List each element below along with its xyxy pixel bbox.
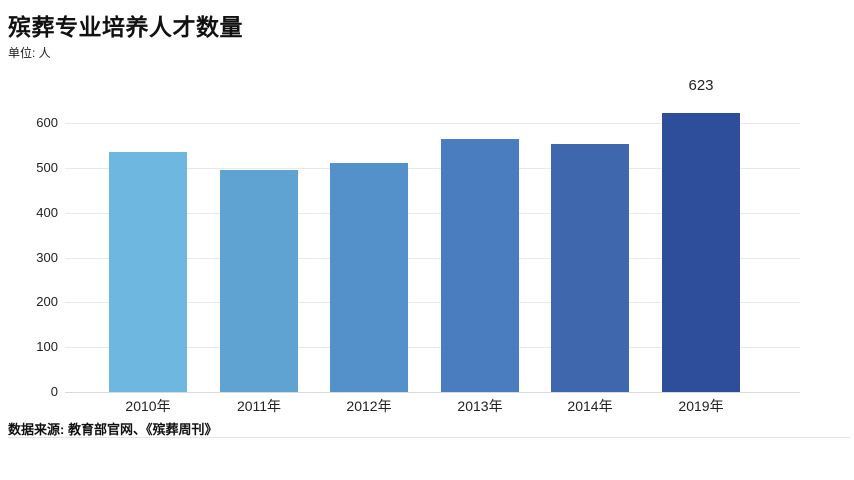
x-tick-label: 2011年 xyxy=(236,398,282,414)
bar-2012年 xyxy=(330,163,408,392)
gridline xyxy=(65,123,800,124)
x-tick-label: 2014年 xyxy=(567,398,613,414)
y-tick-label: 600 xyxy=(36,115,58,130)
unit-label: 单位: 人 xyxy=(8,46,51,60)
gridline xyxy=(65,213,800,214)
gridline xyxy=(65,347,800,348)
bar-2014年 xyxy=(551,144,629,392)
x-axis-baseline xyxy=(65,392,800,393)
gridline xyxy=(65,302,800,303)
bar-value-label: 623 xyxy=(688,77,714,94)
footer-divider xyxy=(8,437,850,438)
x-tick-label: 2012年 xyxy=(346,398,392,414)
bar-2013年 xyxy=(441,139,519,392)
y-tick-label: 400 xyxy=(36,205,58,220)
x-tick-label: 2010年 xyxy=(125,398,171,414)
bar-2019年 xyxy=(662,113,740,392)
x-tick-label: 2019年 xyxy=(678,398,724,414)
y-tick-label: 300 xyxy=(36,250,58,265)
x-tick-label: 2013年 xyxy=(457,398,503,414)
bar-2011年 xyxy=(220,170,298,392)
y-tick-label: 200 xyxy=(36,294,58,309)
bar-2010年 xyxy=(109,152,187,392)
chart-title: 殡葬专业培养人才数量 xyxy=(8,14,243,40)
y-tick-label: 500 xyxy=(36,160,58,175)
y-tick-label: 100 xyxy=(36,339,58,354)
gridline xyxy=(65,258,800,259)
data-source-note: 数据来源: 教育部官网、《殡葬周刊》 xyxy=(8,422,218,437)
gridline xyxy=(65,168,800,169)
y-tick-label: 0 xyxy=(50,384,58,399)
